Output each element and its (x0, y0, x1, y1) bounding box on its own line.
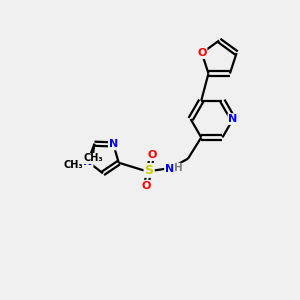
Text: N: N (165, 164, 174, 174)
Text: CH₃: CH₃ (63, 160, 83, 170)
Text: O: O (197, 48, 206, 58)
Text: S: S (145, 164, 154, 177)
Text: N: N (109, 140, 118, 149)
Text: H: H (174, 164, 183, 173)
Text: N: N (83, 157, 92, 166)
Text: O: O (147, 150, 157, 160)
Text: N: N (228, 114, 238, 124)
Text: O: O (142, 181, 151, 191)
Text: CH₃: CH₃ (83, 154, 103, 164)
